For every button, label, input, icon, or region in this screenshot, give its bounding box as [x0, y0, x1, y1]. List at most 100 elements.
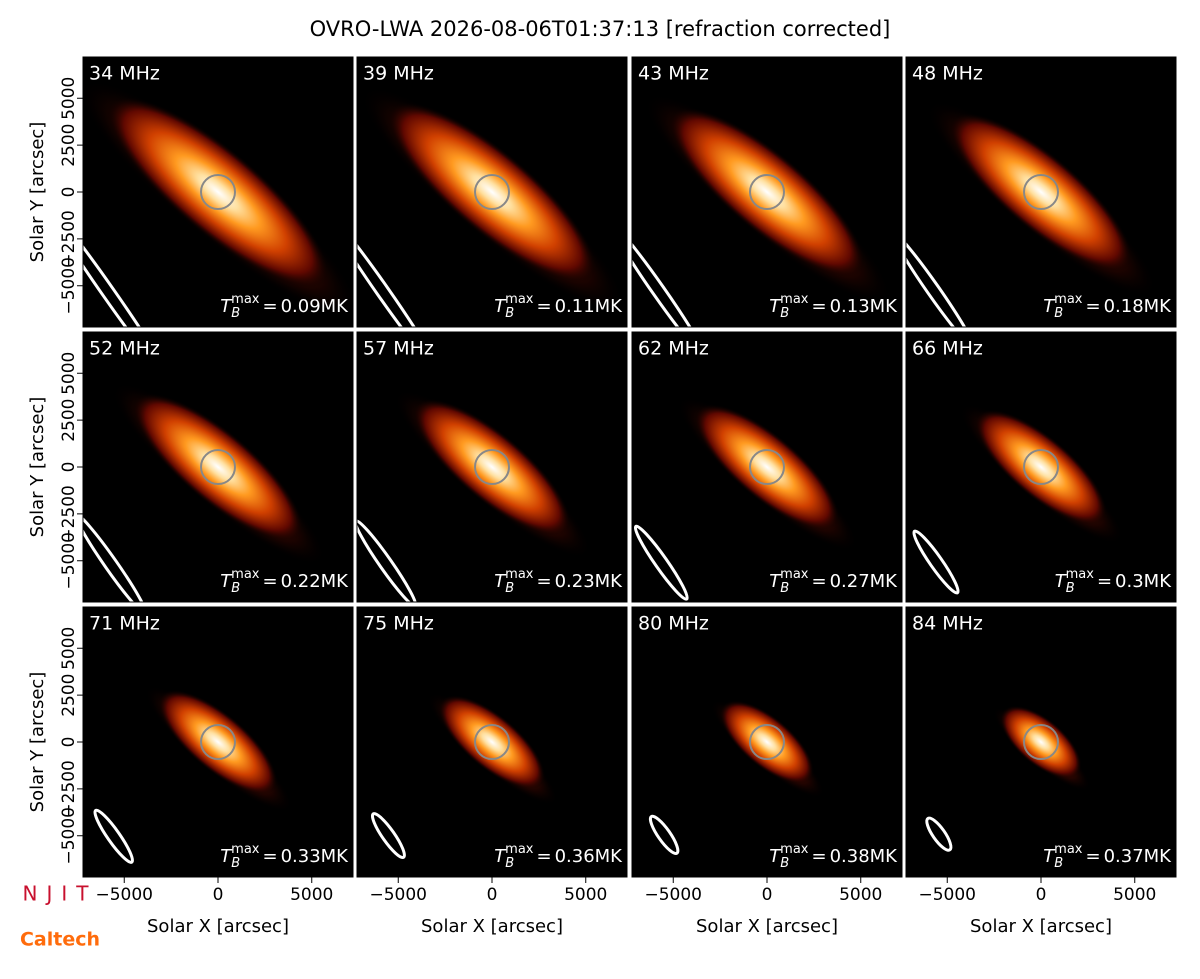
solar-disk	[474, 174, 510, 210]
caltech-logo: Caltech	[20, 929, 100, 951]
tb-max-label: TBmax = 0.23MK	[494, 567, 623, 596]
beam	[925, 816, 953, 852]
beam	[357, 519, 418, 602]
panel	[83, 607, 353, 877]
x-tick-label: 5000	[290, 885, 333, 905]
tb-part: B	[1054, 306, 1063, 321]
frequency-label: 71 MHz	[89, 613, 160, 635]
panel	[906, 332, 1176, 602]
tb-part: =	[811, 296, 826, 317]
panel	[357, 332, 627, 602]
tb-max-label: TBmax = 0.37MK	[1043, 842, 1172, 871]
solar-disk	[1023, 174, 1059, 210]
panel	[83, 57, 353, 327]
tb-part: T	[769, 571, 782, 592]
tb-part: =	[262, 296, 277, 317]
solar-disk	[749, 174, 785, 210]
panel-frame	[905, 56, 1177, 328]
panel	[357, 57, 627, 327]
tb-part: T	[1043, 296, 1056, 317]
frequency-label: 48 MHz	[912, 63, 983, 85]
tb-part: max	[780, 292, 809, 307]
tb-part: T	[494, 571, 507, 592]
emission	[719, 700, 815, 784]
y-tick-label: 0	[59, 737, 79, 748]
frequency-label: 84 MHz	[912, 613, 983, 635]
tb-max-label: TBmax = 0.36MK	[494, 842, 623, 871]
x-axis-label: Solar X [arcsec]	[421, 916, 563, 937]
frequency-label: 39 MHz	[363, 63, 434, 85]
emission	[107, 96, 329, 288]
tb-part: max	[1066, 567, 1095, 582]
beam	[83, 204, 170, 327]
tb-part: B	[505, 581, 514, 596]
beam	[912, 529, 960, 595]
tb-part: T	[494, 846, 507, 867]
tb-max-label: TBmax = 0.27MK	[769, 567, 898, 596]
frequency-label: 75 MHz	[363, 613, 434, 635]
tb-part: =	[1097, 571, 1112, 592]
beam	[633, 524, 689, 601]
y-axis-label: Solar Y [arcsec]	[27, 672, 48, 813]
tb-part: 0.18MK	[1104, 296, 1173, 317]
emission	[132, 393, 304, 541]
beam	[370, 812, 406, 860]
tb-part: max	[505, 842, 534, 857]
tb-part: 0.33MK	[281, 846, 350, 867]
solar-disk	[200, 449, 236, 485]
y-tick-label: 2500	[59, 673, 79, 716]
tb-part: max	[231, 292, 260, 307]
tb-part: T	[1055, 571, 1068, 592]
tb-part: =	[262, 846, 277, 867]
tb-part: B	[231, 306, 240, 321]
frequency-label: 80 MHz	[638, 613, 709, 635]
solar-disk	[474, 724, 510, 760]
tb-max-label: TBmax = 0.33MK	[220, 842, 349, 871]
solar-disk	[1023, 724, 1059, 760]
x-tick-label: −5000	[95, 885, 153, 905]
tb-part: 0.11MK	[555, 296, 624, 317]
panel	[632, 332, 902, 602]
tb-part: T	[220, 296, 233, 317]
tb-part: =	[536, 296, 551, 317]
beam	[906, 230, 976, 327]
tb-part: B	[1066, 581, 1075, 596]
tb-part: max	[505, 567, 534, 582]
tb-part: B	[780, 306, 789, 321]
tb-max-label: TBmax = 0.18MK	[1043, 292, 1172, 321]
y-tick-label: 5000	[59, 627, 79, 670]
tb-part: =	[536, 846, 551, 867]
panel-frame	[631, 56, 903, 328]
tb-part: B	[505, 856, 514, 871]
panel-frame	[905, 331, 1177, 603]
tb-part: B	[780, 856, 789, 871]
frequency-label: 66 MHz	[912, 338, 983, 360]
x-axis-label: Solar X [arcsec]	[147, 916, 289, 937]
y-tick-label: 2500	[59, 398, 79, 441]
emission	[694, 403, 840, 531]
panel-frame	[631, 331, 903, 603]
emission	[158, 689, 278, 795]
panel-frame	[356, 331, 628, 603]
tb-part: =	[811, 571, 826, 592]
y-tick-label: −2500	[59, 485, 79, 543]
y-tick-label: −2500	[59, 210, 79, 268]
tb-max-label: TBmax = 0.3MK	[1055, 567, 1173, 596]
tb-max-label: TBmax = 0.22MK	[220, 567, 349, 596]
panel	[632, 607, 902, 877]
y-tick-label: −5000	[59, 257, 79, 315]
tb-part: B	[505, 306, 514, 321]
tb-max-label: TBmax = 0.38MK	[769, 842, 898, 871]
tb-part: B	[231, 581, 240, 596]
tb-part: 0.37MK	[1104, 846, 1173, 867]
emission	[413, 398, 571, 536]
x-tick-label: 5000	[839, 885, 882, 905]
tb-part: =	[536, 571, 551, 592]
x-tick-label: −5000	[644, 885, 702, 905]
tb-part: T	[769, 846, 782, 867]
frequency-label: 62 MHz	[638, 338, 709, 360]
y-tick-label: 5000	[59, 77, 79, 120]
tb-part: =	[262, 571, 277, 592]
tb-part: 0.38MK	[830, 846, 899, 867]
solar-disk	[200, 724, 236, 760]
